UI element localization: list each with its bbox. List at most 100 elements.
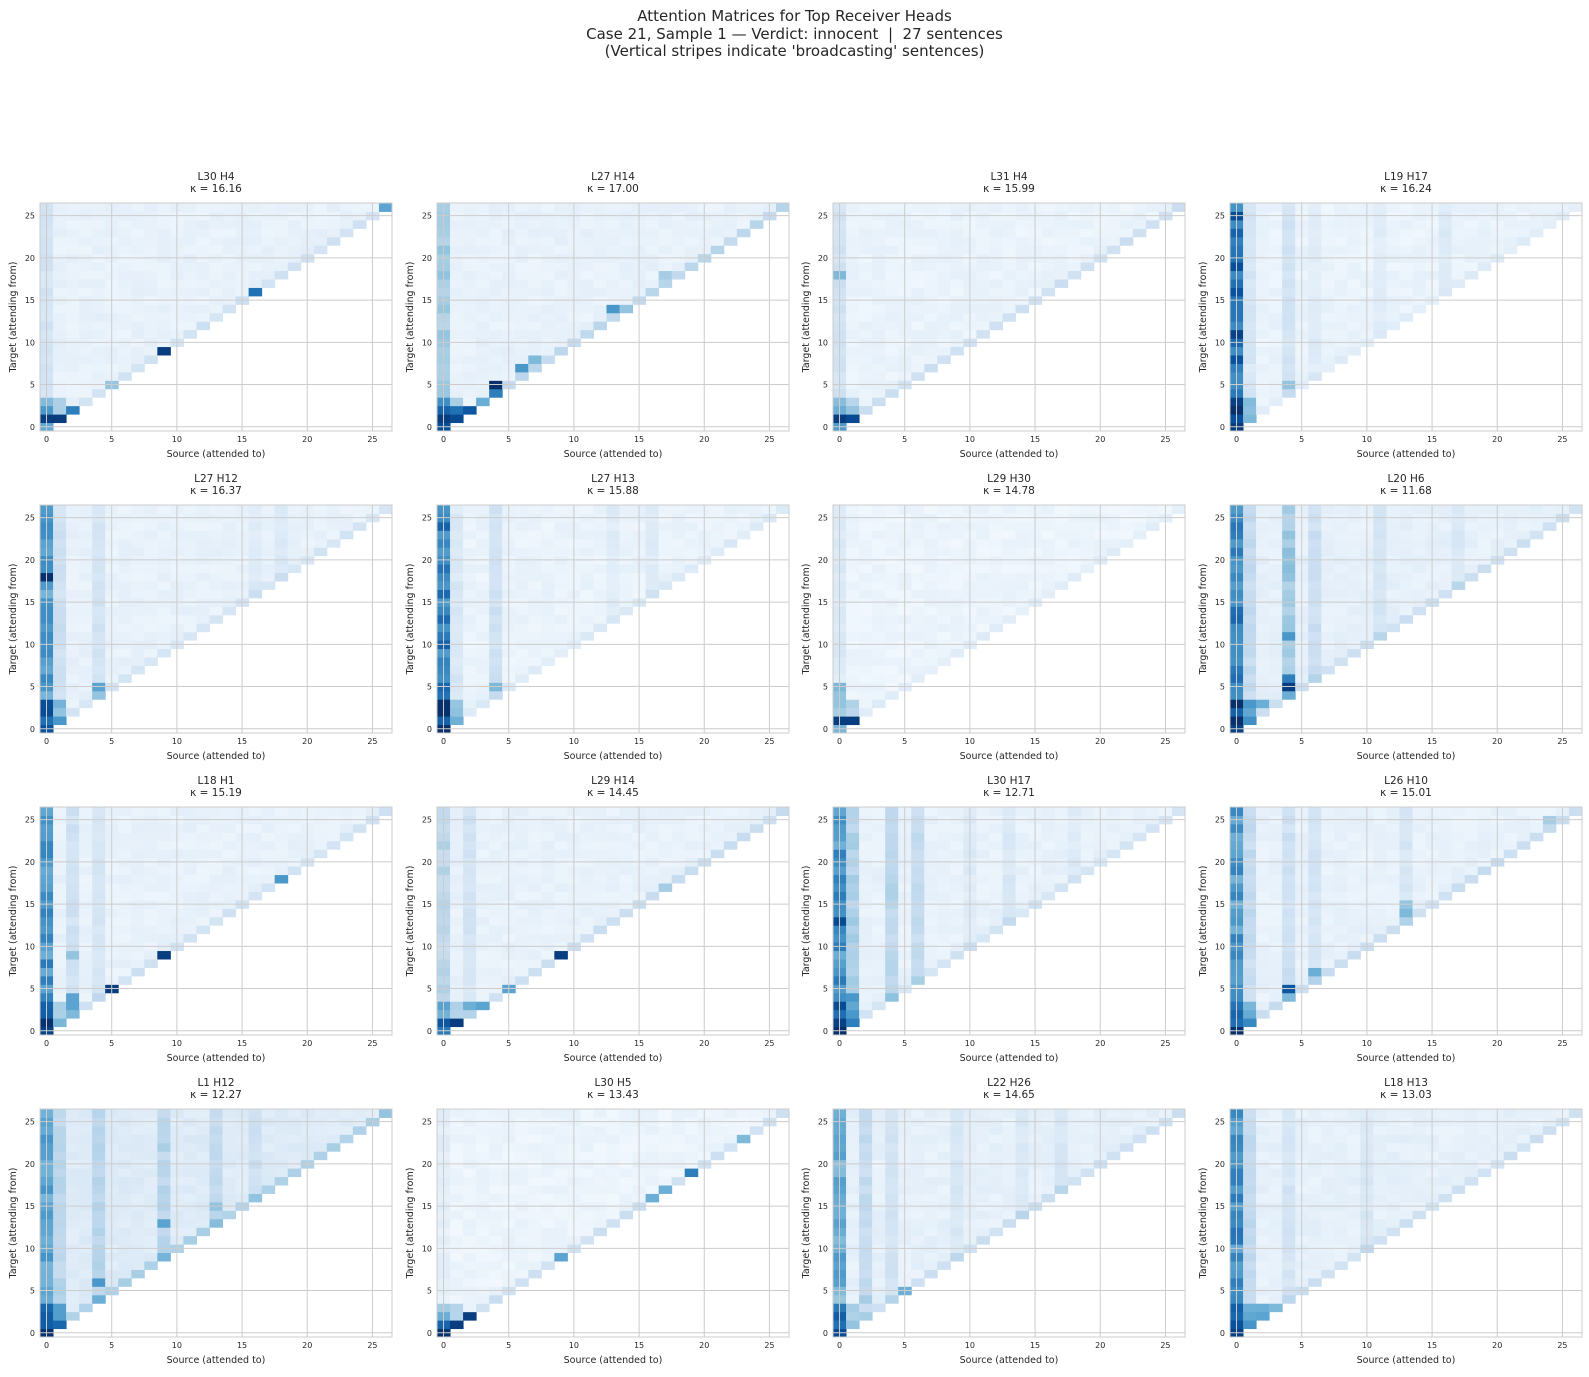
- heatmap-cell: [1256, 623, 1270, 633]
- heatmap-cell: [339, 505, 354, 514]
- heatmap-cell: [131, 363, 145, 373]
- heatmap-cell: [118, 203, 132, 212]
- heatmap-cell: [131, 262, 145, 272]
- heatmap-cell: [989, 530, 1003, 540]
- heatmap-cell: [53, 1303, 67, 1313]
- heatmap-cell: [1269, 933, 1283, 943]
- heatmap-cell: [541, 916, 555, 926]
- heatmap-cell: [1373, 228, 1387, 238]
- heatmap-cell: [131, 883, 145, 892]
- x-tick-label: 10: [965, 737, 975, 746]
- heatmap-cell: [450, 832, 464, 842]
- heatmap-cell: [872, 363, 886, 373]
- heatmap-cell: [554, 589, 568, 599]
- heatmap-cell: [248, 572, 263, 582]
- heatmap-cell: [872, 874, 886, 884]
- heatmap-cell: [183, 312, 197, 322]
- heatmap-cell: [1256, 699, 1270, 709]
- heatmap-cell: [1399, 849, 1414, 859]
- heatmap-cell: [1106, 236, 1121, 246]
- heatmap-cell: [1269, 262, 1283, 272]
- heatmap-cell: [1308, 807, 1322, 816]
- heatmap-cell: [859, 245, 873, 255]
- heatmap-cell: [476, 270, 490, 280]
- heatmap-cell: [222, 203, 237, 212]
- heatmap-cell: [723, 807, 738, 816]
- heatmap-cell: [1516, 538, 1531, 548]
- heatmap-cell: [1002, 840, 1017, 850]
- heatmap-cell: [339, 823, 354, 833]
- heatmap-cell: [580, 614, 594, 624]
- heatmap-cell: [658, 572, 673, 582]
- heatmap-cell: [463, 975, 477, 985]
- heatmap-cell: [1243, 245, 1257, 255]
- heatmap-cell: [1308, 203, 1322, 212]
- heatmap-cell: [131, 219, 145, 229]
- x-axis-label: Source (attended to): [1357, 1053, 1456, 1064]
- heatmap-cell: [261, 572, 276, 582]
- heatmap-cell: [528, 623, 542, 633]
- heatmap-cell: [196, 530, 210, 540]
- heatmap-cell: [1334, 631, 1348, 641]
- heatmap-cell: [131, 849, 145, 859]
- heatmap-cell: [593, 270, 607, 280]
- heatmap-cell: [541, 657, 555, 666]
- heatmap-cell: [1243, 891, 1257, 901]
- heatmap-cell: [79, 564, 93, 574]
- heatmap-cell: [1321, 262, 1335, 272]
- heatmap-cell: [1282, 874, 1296, 884]
- heatmap-cell: [79, 1001, 93, 1011]
- heatmap-cell: [1269, 690, 1283, 700]
- heatmap-cell: [489, 312, 503, 322]
- heatmap-cell: [476, 849, 490, 859]
- heatmap-cell: [66, 992, 80, 1002]
- heatmap-cell: [463, 606, 477, 616]
- heatmap-cell: [1282, 908, 1296, 918]
- heatmap-cell: [1080, 866, 1095, 876]
- heatmap-cell: [1464, 262, 1479, 272]
- heatmap-cell: [313, 807, 328, 816]
- heatmap-cell: [619, 262, 634, 272]
- heatmap-cell: [79, 346, 93, 356]
- heatmap-cell: [658, 521, 673, 531]
- heatmap-cell: [658, 874, 673, 884]
- heatmap-cell: [183, 908, 197, 918]
- heatmap-cell: [1243, 866, 1257, 876]
- heatmap-cell: [1243, 581, 1257, 590]
- heatmap-cell: [937, 606, 951, 616]
- heatmap-cell: [1308, 883, 1322, 892]
- heatmap-cell: [1373, 564, 1387, 574]
- heatmap-cell: [658, 530, 673, 540]
- heatmap-cell: [872, 925, 886, 935]
- heatmap-cell: [976, 925, 990, 935]
- heatmap-cell: [989, 840, 1003, 850]
- heatmap-cell: [846, 807, 860, 816]
- heatmap-cell: [885, 581, 899, 590]
- heatmap-cell: [1321, 589, 1335, 599]
- heatmap-cell: [554, 304, 568, 314]
- heatmap-cell: [554, 505, 568, 514]
- heatmap-cell: [489, 891, 503, 901]
- heatmap-cell: [1386, 228, 1400, 238]
- heatmap-cell: [723, 228, 738, 238]
- heatmap-cell: [710, 840, 725, 850]
- heatmap-cell: [937, 581, 951, 590]
- heatmap-cell: [1243, 823, 1257, 833]
- heatmap-cell: [645, 547, 660, 557]
- heatmap-cell: [261, 521, 276, 531]
- heatmap-cell: [846, 414, 860, 424]
- heatmap-cell: [658, 219, 673, 229]
- heatmap-cell: [144, 891, 158, 901]
- heatmap-cell: [859, 623, 873, 633]
- heatmap-cell: [1321, 840, 1335, 850]
- heatmap-cell: [1386, 538, 1400, 548]
- heatmap-cell: [989, 304, 1003, 314]
- heatmap-cell: [79, 699, 93, 709]
- heatmap-cell: [885, 933, 899, 943]
- heatmap-cell: [1308, 572, 1322, 582]
- heatmap-cell: [1256, 665, 1270, 675]
- heatmap-cell: [1464, 840, 1479, 850]
- heatmap-cell: [580, 279, 594, 288]
- heatmap-cell: [248, 581, 263, 590]
- heatmap-cell: [118, 547, 132, 557]
